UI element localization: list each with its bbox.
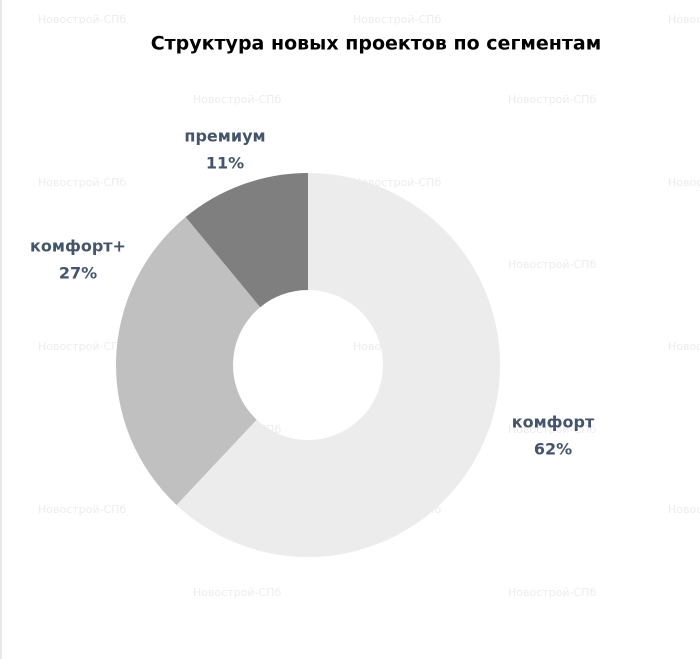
donut-segment — [115, 217, 261, 505]
watermark: Новострой-СПб — [508, 423, 596, 436]
segment-name: комфорт+ — [30, 237, 126, 256]
segment-value-label: 11% — [206, 154, 244, 173]
watermark: Новострой-СПб — [508, 586, 596, 599]
segment-value-label: 62% — [534, 440, 572, 459]
segment-value-label: 27% — [59, 264, 97, 283]
chart-title: Структура новых проектов по сегментам — [151, 33, 602, 55]
donut-segment — [185, 173, 308, 308]
watermark: Новострой-СПб — [353, 13, 441, 26]
watermark: Новострой-СПб — [193, 93, 281, 106]
donut-segment — [176, 173, 501, 558]
segment-name: комфорт — [512, 413, 595, 432]
watermark: Новострой-СПб — [38, 13, 126, 26]
watermark: Новострой-СПб — [508, 93, 596, 106]
watermark: Новострой-СПб — [193, 586, 281, 599]
segment-name: премиум — [184, 127, 265, 146]
watermark: Новострой-СПб — [38, 503, 126, 516]
watermark: Новострой-СПб — [38, 176, 126, 189]
watermark: Новострой-СПб — [668, 13, 700, 26]
watermark: Новострой-СПб — [668, 340, 700, 353]
watermark: Новострой-СПб — [668, 176, 700, 189]
watermark: Новострой-СПб — [668, 503, 700, 516]
watermark: Новострой-СПб — [508, 258, 596, 271]
watermark: Новострой-СПб — [38, 340, 126, 353]
